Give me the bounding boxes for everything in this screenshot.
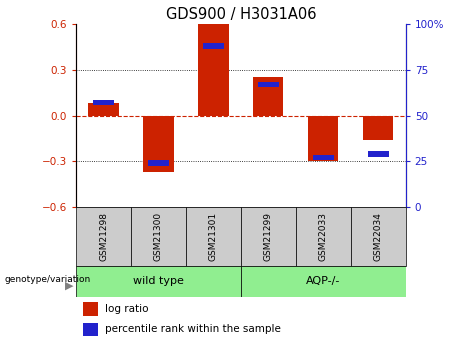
Bar [186, 207, 241, 266]
Text: GSM21300: GSM21300 [154, 212, 163, 261]
Bar [203, 43, 224, 49]
Text: GSM21299: GSM21299 [264, 212, 273, 261]
Bar [253, 78, 284, 116]
Bar [198, 24, 229, 116]
Text: log ratio: log ratio [105, 304, 148, 314]
Bar [296, 207, 351, 266]
Text: GSM21298: GSM21298 [99, 212, 108, 261]
Bar [83, 302, 99, 316]
Bar [241, 266, 406, 297]
Bar [143, 116, 174, 172]
Text: GSM22034: GSM22034 [374, 212, 383, 261]
Bar [76, 207, 131, 266]
Text: GSM22033: GSM22033 [319, 212, 328, 261]
Bar [367, 151, 389, 157]
Bar [76, 266, 241, 297]
Text: wild type: wild type [133, 276, 184, 286]
Text: percentile rank within the sample: percentile rank within the sample [105, 324, 281, 334]
Title: GDS900 / H3031A06: GDS900 / H3031A06 [165, 7, 316, 22]
Bar [93, 100, 114, 106]
Text: AQP-/-: AQP-/- [306, 276, 341, 286]
Bar [83, 323, 99, 336]
Bar [313, 155, 334, 160]
Text: genotype/variation: genotype/variation [5, 275, 91, 284]
Bar [258, 82, 279, 87]
Bar [351, 207, 406, 266]
Bar [148, 160, 169, 166]
Bar [308, 116, 338, 161]
Bar [89, 104, 118, 116]
Text: GSM21301: GSM21301 [209, 212, 218, 261]
Bar [363, 116, 393, 140]
Bar [241, 207, 296, 266]
Bar [131, 207, 186, 266]
Text: ▶: ▶ [65, 280, 73, 290]
